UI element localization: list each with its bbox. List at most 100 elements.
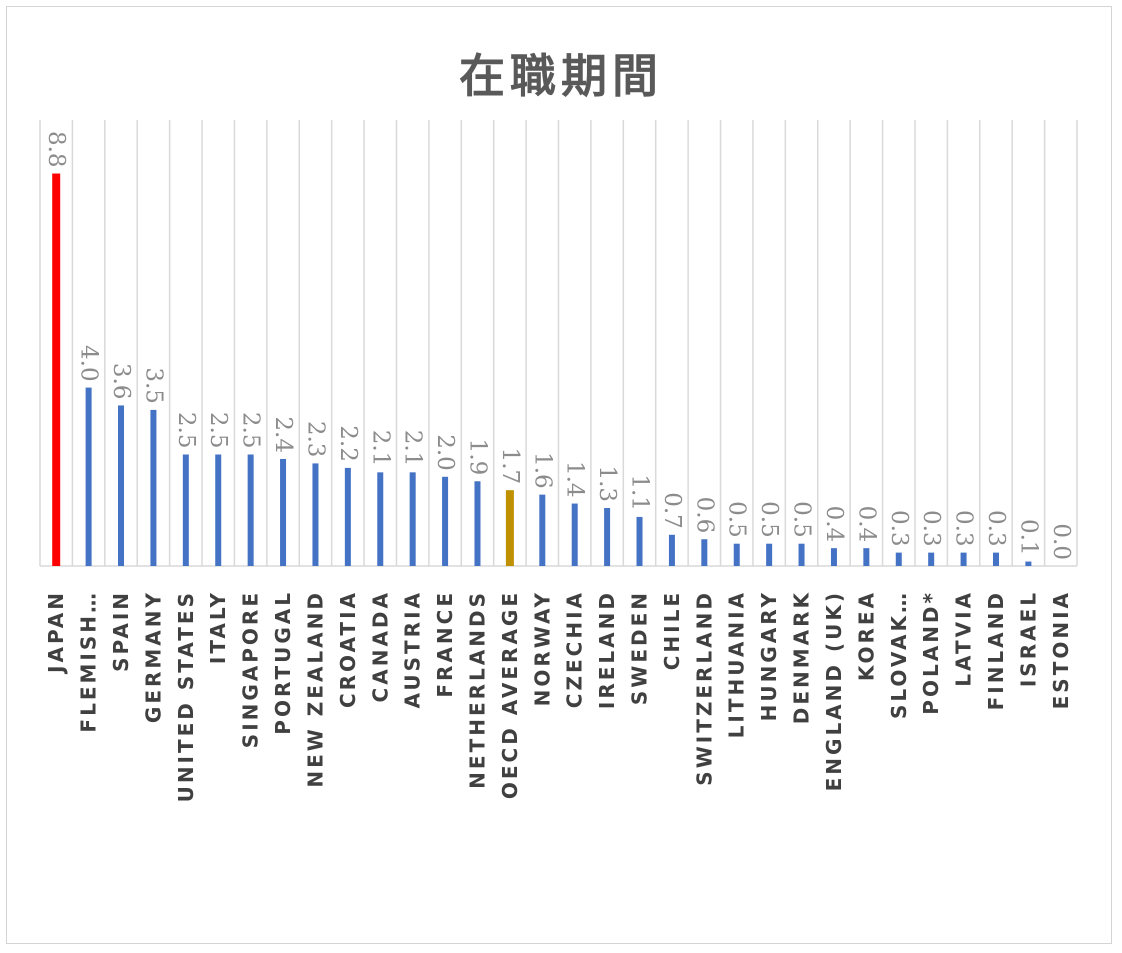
bar xyxy=(928,552,935,566)
value-label: 2.4 xyxy=(270,416,296,453)
value-label: 3.5 xyxy=(140,367,166,404)
bar xyxy=(52,173,61,566)
bar xyxy=(442,476,449,566)
bar xyxy=(118,405,125,566)
category-label: POLAND* xyxy=(919,590,943,715)
bar xyxy=(1025,561,1032,566)
category-label: ENGLAND (UK) xyxy=(822,590,846,791)
category-label: SWEDEN xyxy=(628,590,652,705)
value-labels: 8.84.0 3.6 3.52.5 2.5 2.5 2.4 2.3 2.2 2.1 2.1 2.0 1… xyxy=(43,131,1074,560)
bar xyxy=(895,552,902,566)
value-label: 2.1 xyxy=(367,430,393,467)
value-label: 0.6 xyxy=(691,497,717,534)
category-label: NEW ZEALAND xyxy=(303,590,327,788)
bar xyxy=(344,467,351,566)
category-label: GERMANY xyxy=(141,590,165,723)
value-label: 2.2 xyxy=(335,425,361,462)
value-label: 0.3 xyxy=(983,510,1009,547)
category-label: CZECHIA xyxy=(563,590,587,708)
bar xyxy=(571,503,578,566)
category-label: LITHUANIA xyxy=(725,590,749,738)
bar xyxy=(474,481,481,566)
bar xyxy=(798,543,805,566)
category-label: PORTUGAL xyxy=(271,590,295,735)
bar xyxy=(312,463,319,566)
category-label: FRANCE xyxy=(433,590,457,698)
bars xyxy=(52,173,1032,566)
category-label: IRELAND xyxy=(595,590,619,709)
bar xyxy=(377,472,384,566)
category-label: ISRAEL xyxy=(1016,590,1040,687)
value-label: 1.3 xyxy=(594,465,620,502)
bar xyxy=(215,454,222,566)
category-label: DENMARK xyxy=(790,590,814,724)
category-label: KOREA xyxy=(854,590,878,681)
gridlines xyxy=(39,120,1078,567)
value-label: 2.1 xyxy=(400,430,426,467)
category-label: ESTONIA xyxy=(1049,590,1073,709)
bar xyxy=(85,387,92,566)
category-label: CROATIA xyxy=(336,590,360,708)
chart-title: 在職期間 xyxy=(459,49,663,103)
bar xyxy=(505,490,514,566)
value-label: 0.5 xyxy=(789,501,815,538)
bar xyxy=(830,548,837,566)
bar xyxy=(409,472,416,566)
category-label: SLOVAK… xyxy=(887,590,911,719)
category-label: FLEMISH… xyxy=(77,590,101,733)
value-label: 3.6 xyxy=(108,363,134,400)
bar xyxy=(733,543,740,566)
bar xyxy=(150,409,157,566)
category-label: HUNGARY xyxy=(757,590,781,721)
category-label: LATVIA xyxy=(952,590,976,687)
bar xyxy=(992,552,999,566)
category-label: AUSTRIA xyxy=(401,590,425,708)
category-label: UNITED STATES xyxy=(174,590,198,802)
category-label: CHILE xyxy=(660,590,684,670)
category-label: FINLAND xyxy=(984,590,1008,710)
value-label: 2.5 xyxy=(173,412,199,449)
value-label: 1.7 xyxy=(497,448,523,485)
value-label: 8.8 xyxy=(43,131,69,168)
value-label: 2.5 xyxy=(205,412,231,449)
bar xyxy=(539,494,546,566)
bar xyxy=(668,534,675,566)
value-label: 0.7 xyxy=(659,492,685,529)
value-label: 0.1 xyxy=(1015,519,1041,556)
bar xyxy=(636,516,643,566)
category-label: OECD AVERAGE xyxy=(498,590,522,799)
category-label: SWITZERLAND xyxy=(692,590,716,786)
category-label: SINGAPORE xyxy=(239,590,263,748)
category-label: JAPAN xyxy=(44,590,68,675)
value-label: 0.4 xyxy=(853,506,879,543)
category-labels: JAPAN FLEMISH… SPAIN GERMANY UNITED STATES IT… xyxy=(44,590,1073,802)
category-label: SPAIN xyxy=(109,590,133,672)
bar xyxy=(863,548,870,566)
value-label: 2.3 xyxy=(302,421,328,458)
bar xyxy=(766,543,773,566)
bar xyxy=(247,454,254,566)
value-label: 0.3 xyxy=(886,510,912,547)
category-label: NORWAY xyxy=(530,590,554,706)
category-label: ITALY xyxy=(206,590,230,664)
value-label: 0.5 xyxy=(724,501,750,538)
bar xyxy=(604,508,611,566)
value-label: 0.5 xyxy=(756,501,782,538)
bar xyxy=(701,539,708,566)
bar xyxy=(960,552,967,566)
value-label: 0.0 xyxy=(1048,523,1074,560)
category-label: NETHERLANDS xyxy=(465,590,489,789)
value-label: 0.3 xyxy=(918,510,944,547)
value-label: 2.5 xyxy=(238,412,264,449)
bar xyxy=(280,458,287,566)
category-label: CANADA xyxy=(368,590,392,702)
value-label: 0.3 xyxy=(951,510,977,547)
value-label: 1.1 xyxy=(627,474,653,511)
value-label: 1.9 xyxy=(464,439,490,476)
bar xyxy=(182,454,189,566)
value-label: 4.0 xyxy=(76,345,102,382)
value-label: 1.6 xyxy=(529,452,555,489)
value-label: 0.4 xyxy=(821,506,847,543)
value-label: 1.4 xyxy=(562,461,588,498)
